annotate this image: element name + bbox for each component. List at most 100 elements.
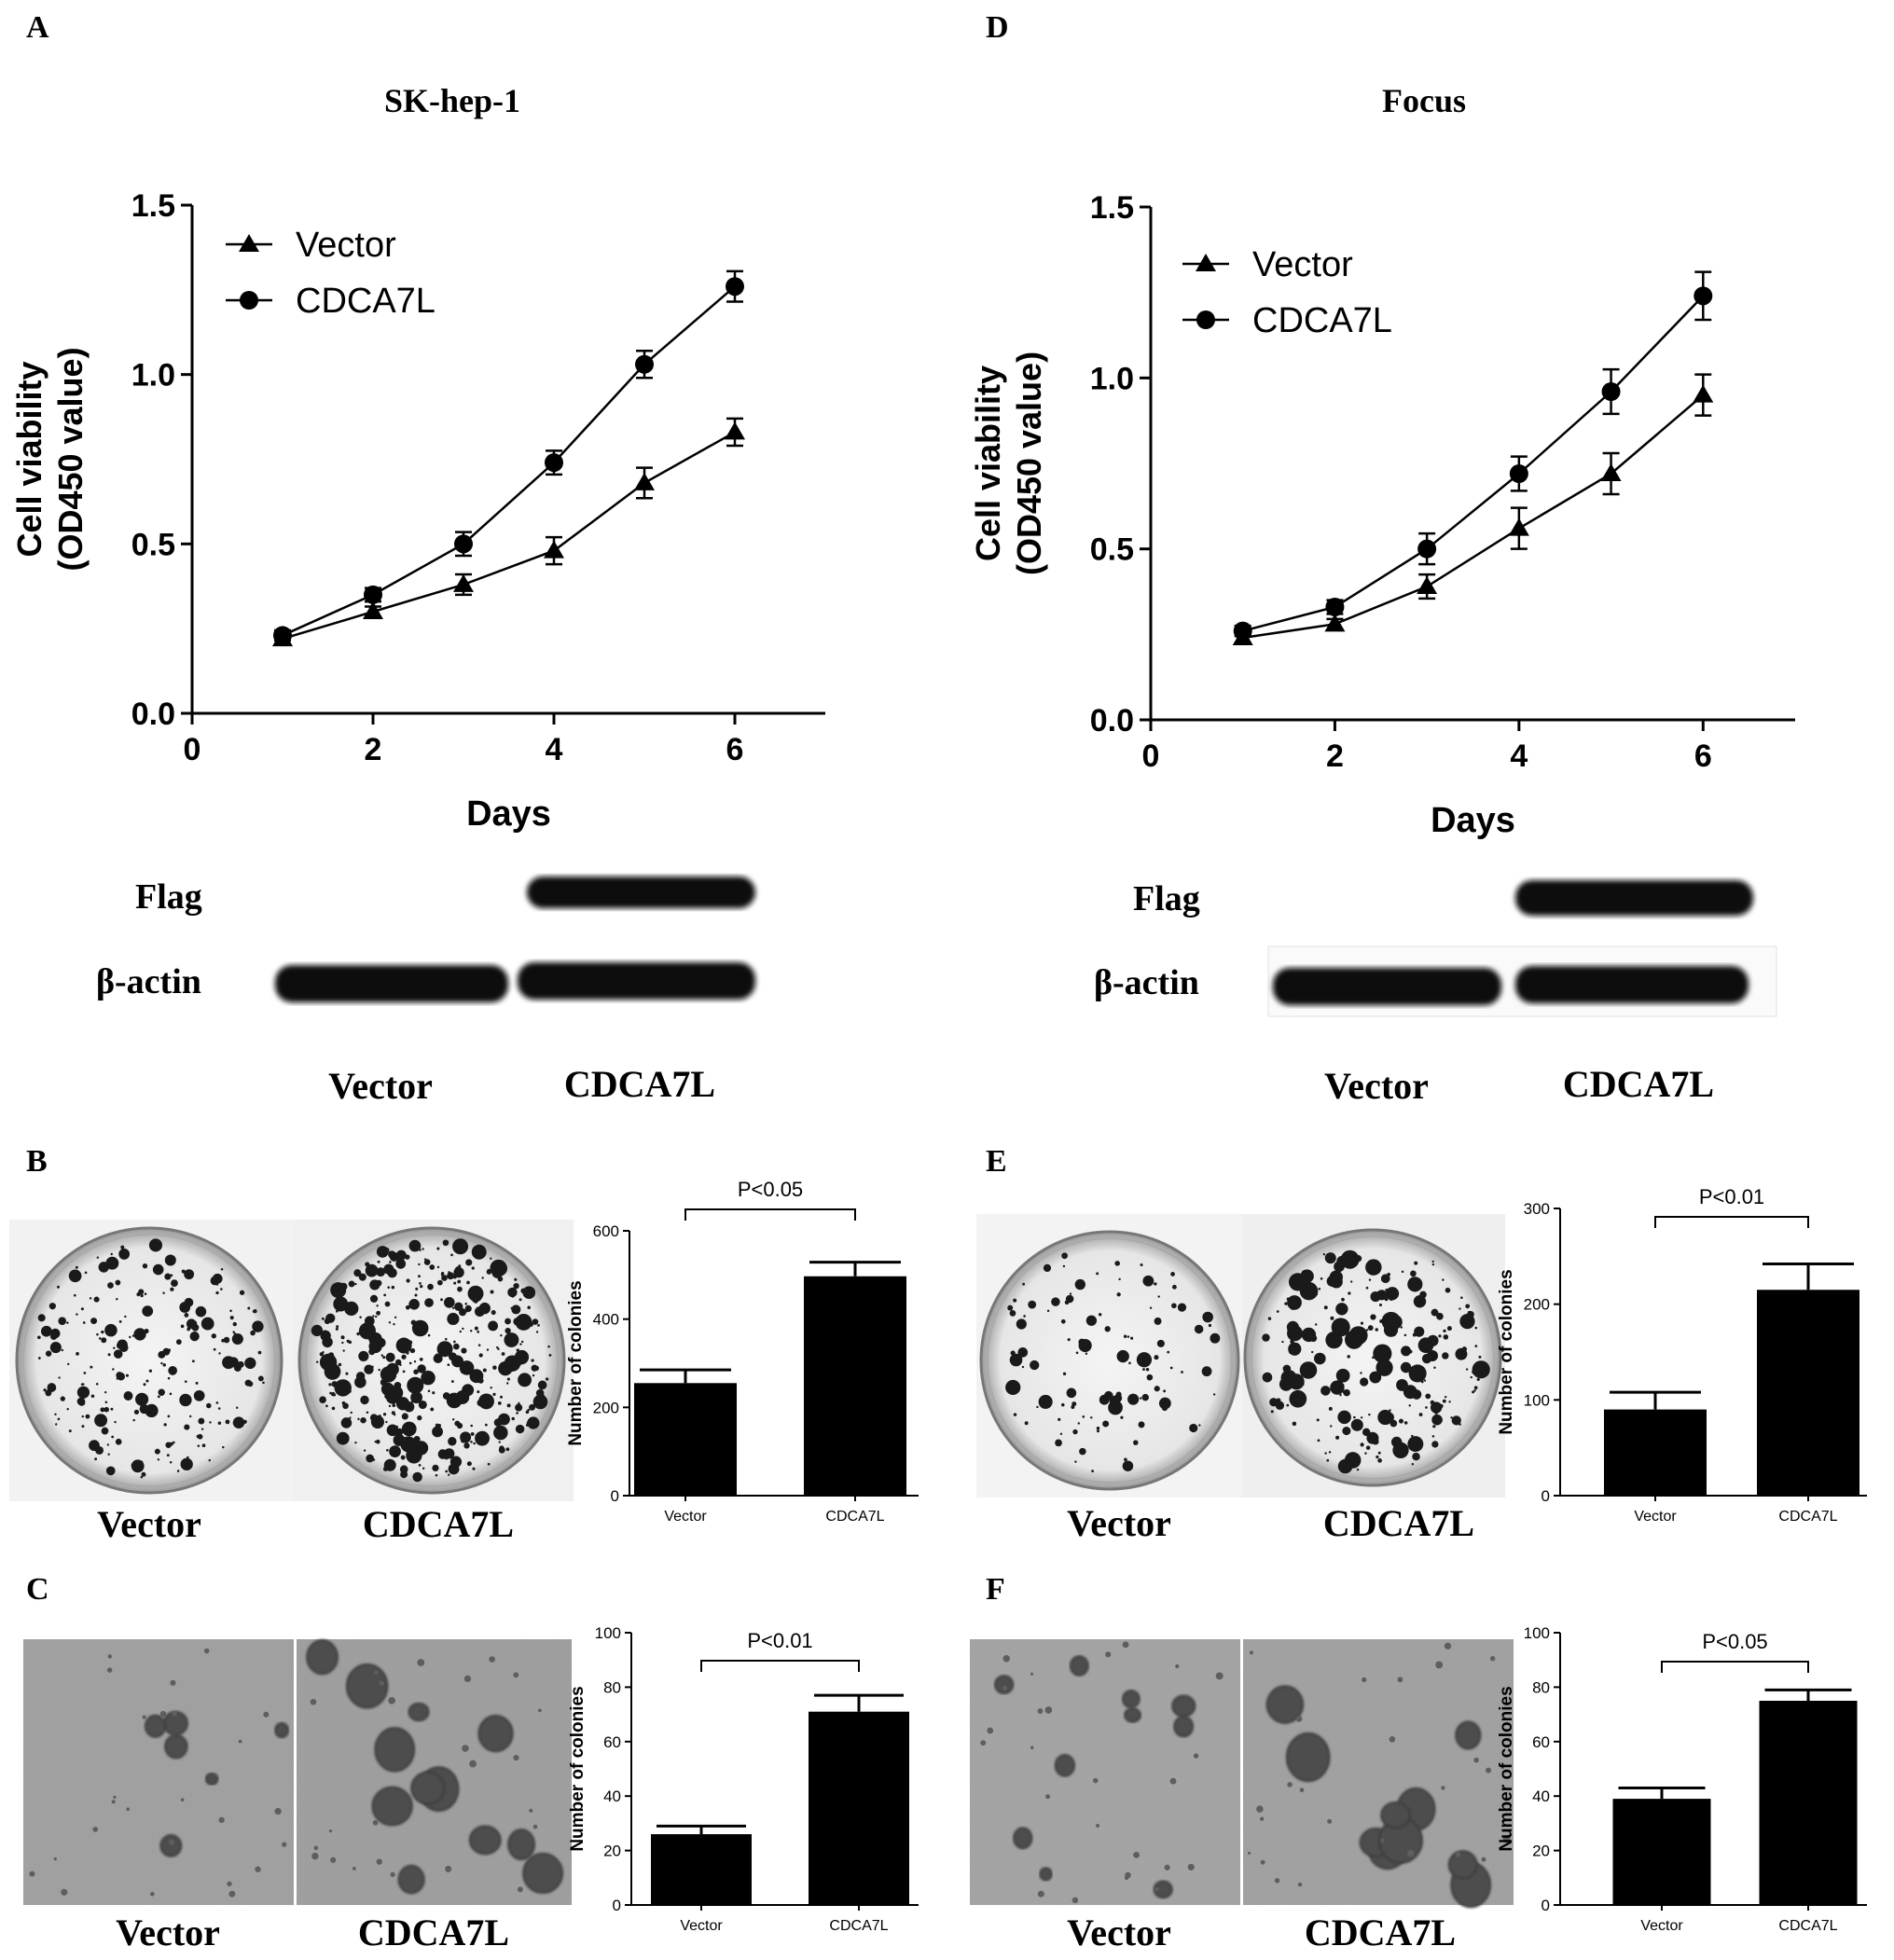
significance-annotation: P<0.05 xyxy=(1702,1630,1767,1653)
photo-f-label-cdca7l: CDCA7L xyxy=(1305,1912,1456,1953)
y-tick-label: 1.5 xyxy=(131,188,175,224)
photo-c-label-cdca7l: CDCA7L xyxy=(358,1912,509,1953)
dish-b-vector xyxy=(15,1226,283,1495)
data-point-cdca7l xyxy=(1509,464,1528,483)
blot-d-row-flag: Flag xyxy=(1133,879,1200,918)
x-tick-label-cdca7l: CDCA7L xyxy=(1778,1918,1837,1934)
significance-bracket xyxy=(1654,1216,1809,1228)
bar-cdca7l xyxy=(1757,1290,1859,1496)
y-tick-label: 0.5 xyxy=(131,527,175,562)
y-tick-label: 400 xyxy=(593,1311,619,1329)
panel-letter-f: F xyxy=(986,1572,1005,1607)
x-tick-label-cdca7l: CDCA7L xyxy=(1778,1509,1837,1525)
panel-letter-b: B xyxy=(26,1144,48,1179)
significance-bracket xyxy=(1661,1661,1809,1673)
bar-chart-e: 0 100 200 300 Number of colonies Vector CDCA7L… xyxy=(1497,1185,1867,1525)
y-axis-label: Cell viability(OD450 value) xyxy=(10,347,90,571)
significance-bracket xyxy=(684,1208,856,1221)
data-point-cdca7l xyxy=(1325,598,1345,616)
y-tick-label: 1.5 xyxy=(1090,190,1134,226)
y-tick-label: 80 xyxy=(1532,1678,1550,1696)
colonies-c-cdca7l xyxy=(306,1639,564,1895)
y-tick-label: 40 xyxy=(603,1787,621,1805)
data-point-vector xyxy=(1600,463,1622,481)
data-point-cdca7l xyxy=(273,626,292,645)
y-tick-label: 0 xyxy=(613,1897,621,1914)
bar-vector xyxy=(1604,1409,1707,1496)
significance-bracket xyxy=(700,1660,860,1672)
data-point-vector xyxy=(1693,384,1714,403)
blot-d-actin-band-vector xyxy=(1273,968,1501,1005)
y-tick-label: 0 xyxy=(1541,1897,1550,1914)
soft-agar-photos-f: Vector CDCA7L xyxy=(970,1639,1514,1953)
blot-a-row-flag: Flag xyxy=(135,877,202,917)
data-point-cdca7l xyxy=(1233,621,1252,641)
bar-chart-f: 0 20 40 60 80 100 Number of colonies Vector CDCA… xyxy=(1497,1624,1867,1934)
y-axis-label-line1: Cell viability xyxy=(10,361,48,557)
blot-a-actin-band-vector xyxy=(275,965,508,1002)
y-tick-label: 20 xyxy=(1532,1843,1550,1860)
x-tick-label-vector: Vector xyxy=(1640,1918,1683,1934)
line-chart-a: 0.0 0.5 1.0 1.5 0 2 4 6 Days Cell viability(OD450… xyxy=(10,188,825,834)
colony-photos-e: Vector CDCA7L xyxy=(976,1214,1505,1544)
colonies-c-vector xyxy=(29,1648,290,1898)
y-tick-label: 1.0 xyxy=(1090,361,1134,396)
blot-a-actin-band-cdca7l xyxy=(518,962,755,1000)
y-axis-label-line1: Cell viability xyxy=(969,366,1007,561)
colonies-f-vector xyxy=(980,1641,1223,1904)
panel-a-title: SK-hep-1 xyxy=(384,82,520,119)
y-axis-label: Number of colonies xyxy=(1497,1686,1516,1851)
data-point-cdca7l xyxy=(1417,539,1437,559)
y-tick-label: 200 xyxy=(1524,1296,1550,1314)
data-point-cdca7l xyxy=(454,534,473,554)
data-point-vector xyxy=(453,573,474,592)
legend-marker xyxy=(239,234,259,252)
y-tick-label: 300 xyxy=(1524,1200,1550,1218)
bar-chart-c: 0 20 40 60 80 100 Number of colonies Vector CDCA… xyxy=(568,1624,919,1934)
y-axis-label: Number of colonies xyxy=(568,1686,588,1851)
y-tick-label: 100 xyxy=(1524,1624,1550,1642)
photo-e-label-vector: Vector xyxy=(1067,1502,1171,1544)
photo-b-label-vector: Vector xyxy=(97,1503,201,1545)
data-point-cdca7l xyxy=(364,585,382,604)
x-tick-label: 4 xyxy=(546,732,563,767)
data-point-cdca7l xyxy=(726,277,744,297)
western-blot-d: Flag β-actin Vector CDCA7L xyxy=(1094,879,1777,1107)
data-point-cdca7l xyxy=(635,354,654,374)
x-axis-label: Days xyxy=(466,794,551,834)
blot-d-actin-band-cdca7l xyxy=(1515,966,1749,1003)
y-tick-label: 200 xyxy=(593,1399,619,1416)
y-axis-label-line2: (OD450 value) xyxy=(51,347,90,571)
line-chart-d: 0.0 0.5 1.0 1.5 0 2 4 6 Days Cell viability(OD450… xyxy=(969,190,1795,840)
bar-cdca7l xyxy=(809,1711,909,1905)
blot-a-row-actin: β-actin xyxy=(96,962,201,1001)
data-point-vector xyxy=(1417,576,1438,594)
y-axis-label: Cell viability(OD450 value) xyxy=(969,352,1048,575)
bar-cdca7l xyxy=(1759,1701,1858,1905)
legend-label-vector: Vector xyxy=(296,226,396,265)
blot-a-lane-vector: Vector xyxy=(328,1065,433,1107)
data-point-cdca7l xyxy=(1694,286,1713,306)
series-line-vector xyxy=(282,431,736,641)
bar-chart-b: 0 200 400 600 Number of colonies Vector CDCA7L… xyxy=(566,1178,919,1525)
bar-vector xyxy=(634,1383,737,1496)
y-tick-label: 20 xyxy=(603,1843,621,1860)
x-tick-label-cdca7l: CDCA7L xyxy=(829,1918,888,1934)
blot-a-lane-cdca7l: CDCA7L xyxy=(564,1063,715,1105)
x-tick-label-vector: Vector xyxy=(664,1509,707,1525)
series-line-cdca7l xyxy=(282,285,736,637)
significance-annotation: P<0.05 xyxy=(738,1178,803,1201)
legend-marker xyxy=(1196,254,1216,271)
y-tick-label: 60 xyxy=(1532,1733,1550,1751)
y-tick-label: 0.5 xyxy=(1090,532,1134,568)
data-point-vector xyxy=(363,601,383,619)
y-axis-label-line2: (OD450 value) xyxy=(1010,352,1048,575)
y-tick-label: 100 xyxy=(595,1624,621,1642)
bar-cdca7l xyxy=(804,1276,906,1496)
colony-photos-b: Vector CDCA7L xyxy=(9,1220,574,1545)
significance-annotation: P<0.01 xyxy=(1699,1185,1764,1208)
legend-label-vector: Vector xyxy=(1252,245,1353,284)
y-tick-label: 0 xyxy=(611,1487,619,1505)
blot-d-lane-cdca7l: CDCA7L xyxy=(1563,1063,1714,1105)
